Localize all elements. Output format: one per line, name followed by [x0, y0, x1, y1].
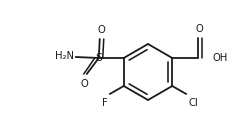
Text: S: S	[95, 53, 102, 63]
Text: O: O	[196, 24, 204, 34]
Text: O: O	[98, 25, 106, 35]
Text: O: O	[81, 79, 89, 89]
Text: H₂N: H₂N	[55, 51, 74, 61]
Text: OH: OH	[212, 53, 228, 63]
Text: F: F	[102, 98, 108, 108]
Text: Cl: Cl	[188, 98, 198, 108]
